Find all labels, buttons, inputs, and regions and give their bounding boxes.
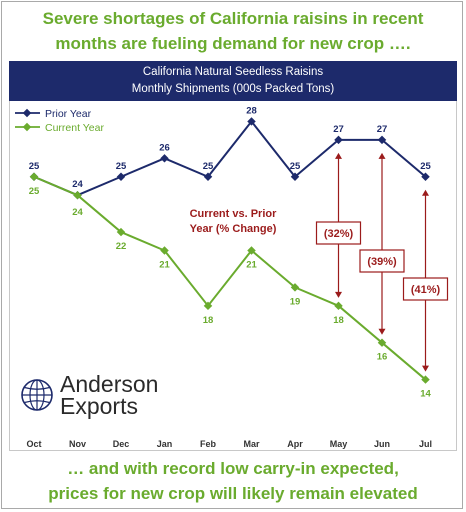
data-point-current-year-oct xyxy=(29,172,39,181)
data-point-prior-year-dec xyxy=(116,172,126,181)
change-label-jul: (41%) xyxy=(411,284,441,296)
x-tick-label-oct: Oct xyxy=(26,439,41,449)
data-point-current-year-jul xyxy=(421,375,430,384)
x-tick-label-jun: Jun xyxy=(374,439,390,449)
annotation-title-line-2: Year (% Change) xyxy=(190,223,277,235)
data-point-prior-year-jan xyxy=(160,154,169,163)
headline-top-line-1: Severe shortages of California raisins i… xyxy=(42,9,424,28)
data-point-current-year-mar xyxy=(247,246,256,255)
globe-icon xyxy=(21,379,53,411)
legend-label-current-year: Current Year xyxy=(45,122,104,134)
logo-text-anderson: Anderson xyxy=(60,371,159,397)
change-arrow-jul-head-up xyxy=(422,189,429,196)
data-point-current-year-may xyxy=(334,301,343,311)
change-label-may: (32%) xyxy=(324,228,354,240)
legend-marker-prior-year xyxy=(22,108,32,118)
chart-title: California Natural Seedless Raisins xyxy=(142,66,324,78)
data-label-current-year-mar: 21 xyxy=(246,260,257,271)
data-point-current-year-feb xyxy=(203,301,213,311)
change-arrow-may-head-up xyxy=(335,152,342,159)
data-point-prior-year-apr xyxy=(290,172,300,181)
data-point-current-year-apr xyxy=(290,283,300,292)
x-tick-label-apr: Apr xyxy=(287,439,303,449)
x-tick-label-mar: Mar xyxy=(243,439,260,449)
x-tick-label-jan: Jan xyxy=(157,439,173,449)
chart-panel xyxy=(9,101,457,451)
data-label-prior-year-jan: 26 xyxy=(159,142,170,153)
data-point-current-year-jun xyxy=(377,338,387,347)
data-label-prior-year-feb: 25 xyxy=(203,161,214,172)
data-label-current-year-jan: 21 xyxy=(159,260,170,271)
data-label-current-year-oct: 25 xyxy=(29,186,40,197)
data-label-current-year-nov: 24 xyxy=(72,207,83,218)
data-label-current-year-feb: 18 xyxy=(203,315,214,326)
change-label-box-jun xyxy=(359,249,405,273)
series-line-prior-year xyxy=(33,120,427,197)
data-label-prior-year-jun: 27 xyxy=(377,124,388,135)
data-point-current-year-dec xyxy=(116,227,126,237)
data-point-current-year-jan xyxy=(160,246,169,255)
series-line-current-year xyxy=(33,175,427,381)
data-label-current-year-may: 18 xyxy=(333,315,344,326)
x-tick-label-dec: Dec xyxy=(113,439,130,449)
change-label-jun: (39%) xyxy=(367,256,397,268)
chart-title-banner: California Natural Seedless Raisins Mont… xyxy=(9,61,457,101)
change-arrow-may-head-down xyxy=(335,291,342,298)
data-label-current-year-jun: 16 xyxy=(377,352,388,363)
x-tick-label-may: May xyxy=(330,439,348,449)
data-label-prior-year-may: 27 xyxy=(333,124,344,135)
change-arrow-jun-head-down xyxy=(378,328,386,335)
data-point-prior-year-mar xyxy=(247,117,256,126)
data-label-prior-year-oct: 25 xyxy=(29,161,40,172)
x-tick-label-jul: Jul xyxy=(419,439,432,449)
legend-label-prior-year: Prior Year xyxy=(45,108,92,120)
change-label-box-jul xyxy=(402,277,449,301)
x-tick-label-feb: Feb xyxy=(200,439,217,449)
data-label-prior-year-jul: 25 xyxy=(420,161,431,172)
data-point-prior-year-may xyxy=(334,135,343,145)
logo-text-exports: Exports xyxy=(60,393,138,419)
chart-subtitle: Monthly Shipments (000s Packed Tons) xyxy=(131,83,335,95)
anderson-exports-logo: Anderson Exports xyxy=(20,372,190,420)
data-label-prior-year-apr: 25 xyxy=(290,161,301,172)
data-point-prior-year-jun xyxy=(377,135,387,145)
headline-top-line-2: months are fueling demand for new crop …… xyxy=(55,34,411,53)
change-label-box-may xyxy=(315,221,362,245)
data-label-current-year-dec: 22 xyxy=(116,241,127,252)
headline-top: Severe shortages of California raisins i… xyxy=(0,6,466,56)
x-tick-label-nov: Nov xyxy=(69,439,86,449)
headline-bottom-line-1: … and with record low carry-in expected, xyxy=(67,459,399,478)
data-point-prior-year-feb xyxy=(203,172,213,181)
change-arrow-jun-head-up xyxy=(378,152,386,159)
data-label-prior-year-dec: 25 xyxy=(116,161,127,172)
change-arrow-jul-head-down xyxy=(422,365,429,372)
data-point-current-year-nov xyxy=(73,190,82,200)
data-label-current-year-apr: 19 xyxy=(290,296,301,307)
data-label-prior-year-nov: 24 xyxy=(72,179,83,190)
data-label-current-year-jul: 14 xyxy=(420,389,431,400)
data-point-prior-year-jul xyxy=(421,172,430,181)
legend-marker-current-year xyxy=(22,122,32,132)
headline-bottom: … and with record low carry-in expected,… xyxy=(0,456,466,506)
data-label-prior-year-mar: 28 xyxy=(246,105,257,116)
headline-bottom-line-2: prices for new crop will likely remain e… xyxy=(48,484,418,503)
annotation-title-line-1: Current vs. Prior xyxy=(190,208,278,220)
